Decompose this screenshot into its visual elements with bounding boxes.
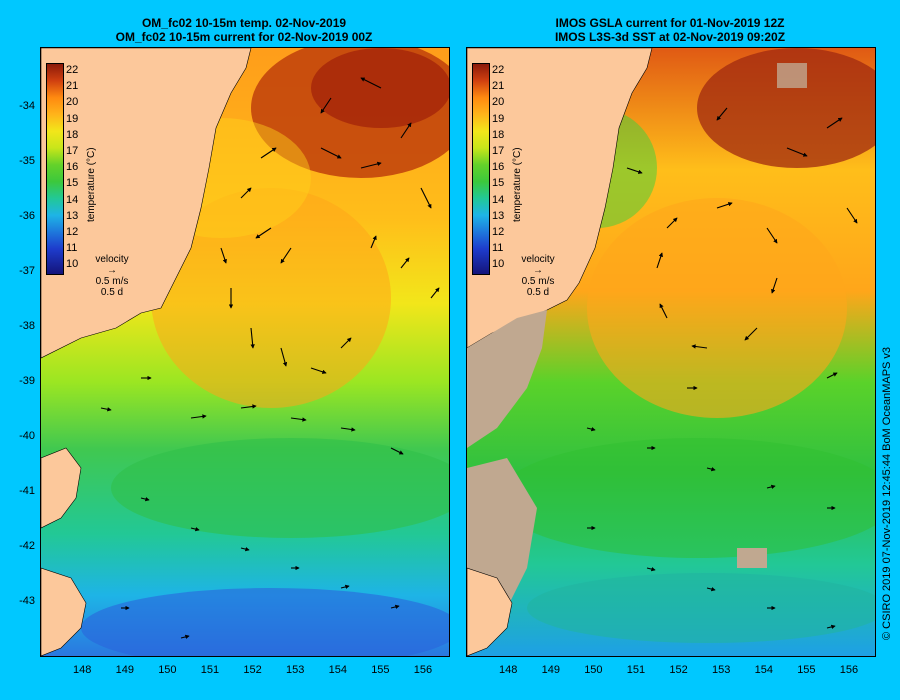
- right-title-line2: IMOS L3S-3d SST at 02-Nov-2019 09:20Z: [554, 30, 786, 44]
- colorbar-tick: 15: [66, 177, 79, 190]
- x-tick-label: 155: [371, 664, 390, 676]
- y-tick-label: -42: [19, 540, 35, 552]
- x-tick-label: 151: [626, 664, 646, 676]
- colorbar-tick: 16: [492, 161, 505, 174]
- y-tick-label: -37: [19, 265, 35, 277]
- x-tick-label: 149: [541, 664, 560, 676]
- velocity-label: velocity: [521, 254, 555, 265]
- colorbar-tick: 12: [492, 226, 505, 238]
- right-map[interactable]: [466, 47, 876, 657]
- colorbar-tick: 11: [66, 242, 78, 255]
- velocity-arrow-icon: →: [107, 265, 117, 276]
- colorbar-tick: 19: [66, 112, 79, 125]
- colorbar-tick: 22: [492, 64, 505, 76]
- left-map[interactable]: [40, 47, 450, 657]
- x-tick-label: 152: [669, 664, 688, 676]
- colorbar-tick: 18: [66, 128, 79, 141]
- right-velocity-legend: velocity → 0.5 m/s 0.5 d: [508, 254, 568, 298]
- y-tick-label: -38: [19, 320, 35, 332]
- x-tick-label: 156: [413, 664, 433, 676]
- colorbar-tick: 22: [66, 64, 79, 76]
- left-title-line1: OM_fc02 10-15m temp. 02-Nov-2019: [141, 16, 347, 30]
- colorbar-tick: 14: [66, 193, 79, 206]
- left-colorbar: [46, 63, 64, 275]
- x-tick-label: 152: [243, 664, 262, 676]
- velocity-time: 0.5 d: [526, 287, 550, 298]
- colorbar-tick: 10: [66, 258, 79, 271]
- colorbar-tick: 21: [492, 80, 505, 93]
- colorbar-tick: 17: [66, 145, 79, 157]
- velocity-arrow-icon: →: [533, 265, 543, 276]
- left-title-line2: OM_fc02 10-15m current for 02-Nov-2019 0…: [115, 30, 373, 44]
- right-colorbar: [472, 63, 490, 275]
- x-tick-label: 156: [839, 664, 859, 676]
- left-current-arrows: [100, 77, 440, 640]
- colorbar-tick: 20: [66, 96, 79, 109]
- y-tick-label: -36: [19, 210, 35, 222]
- x-tick-label: 149: [115, 664, 134, 676]
- colorbar-tick: 21: [66, 80, 79, 93]
- x-tick-label: 154: [328, 664, 347, 676]
- credit-text: © CSIRO 2019 07-Nov-2019 12:45:44 BoM Oc…: [881, 346, 893, 640]
- colorbar-tick: 18: [492, 128, 505, 141]
- velocity-time: 0.5 d: [100, 287, 124, 298]
- y-tick-label: -39: [19, 375, 35, 387]
- x-tick-label: 150: [158, 664, 177, 676]
- left-velocity-legend: velocity → 0.5 m/s 0.5 d: [82, 254, 142, 298]
- y-tick-label: -40: [19, 430, 35, 442]
- right-title-line1: IMOS GSLA current for 01-Nov-2019 12Z: [555, 16, 785, 30]
- left-colorbar-unit: temperature (°C): [86, 147, 97, 222]
- colorbar-tick: 14: [492, 193, 505, 206]
- x-tick-label: 148: [499, 664, 518, 676]
- velocity-scale: 0.5 m/s: [95, 276, 129, 287]
- colorbar-tick: 12: [66, 226, 79, 238]
- colorbar-tick: 15: [492, 177, 505, 190]
- x-tick-label: 153: [712, 664, 731, 676]
- colorbar-tick: 13: [492, 209, 505, 222]
- colorbar-tick: 11: [492, 242, 504, 255]
- x-tick-label: 148: [73, 664, 92, 676]
- velocity-scale: 0.5 m/s: [521, 276, 555, 287]
- y-tick-label: -43: [19, 595, 35, 607]
- x-tick-label: 150: [584, 664, 603, 676]
- colorbar-tick: 13: [66, 209, 79, 222]
- y-tick-label: -41: [19, 485, 35, 497]
- colorbar-tick: 10: [492, 258, 505, 271]
- x-tick-label: 153: [286, 664, 305, 676]
- colorbar-tick: 16: [66, 161, 79, 174]
- right-colorbar-unit: temperature (°C): [512, 147, 523, 222]
- y-tick-label: -34: [19, 100, 35, 112]
- velocity-label: velocity: [95, 254, 129, 265]
- colorbar-tick: 19: [492, 112, 505, 125]
- colorbar-tick: 17: [492, 145, 505, 157]
- x-tick-label: 154: [754, 664, 773, 676]
- right-current-arrows: [586, 107, 858, 630]
- x-tick-label: 151: [200, 664, 220, 676]
- x-tick-label: 155: [797, 664, 816, 676]
- colorbar-tick: 20: [492, 96, 505, 109]
- y-tick-label: -35: [19, 155, 35, 167]
